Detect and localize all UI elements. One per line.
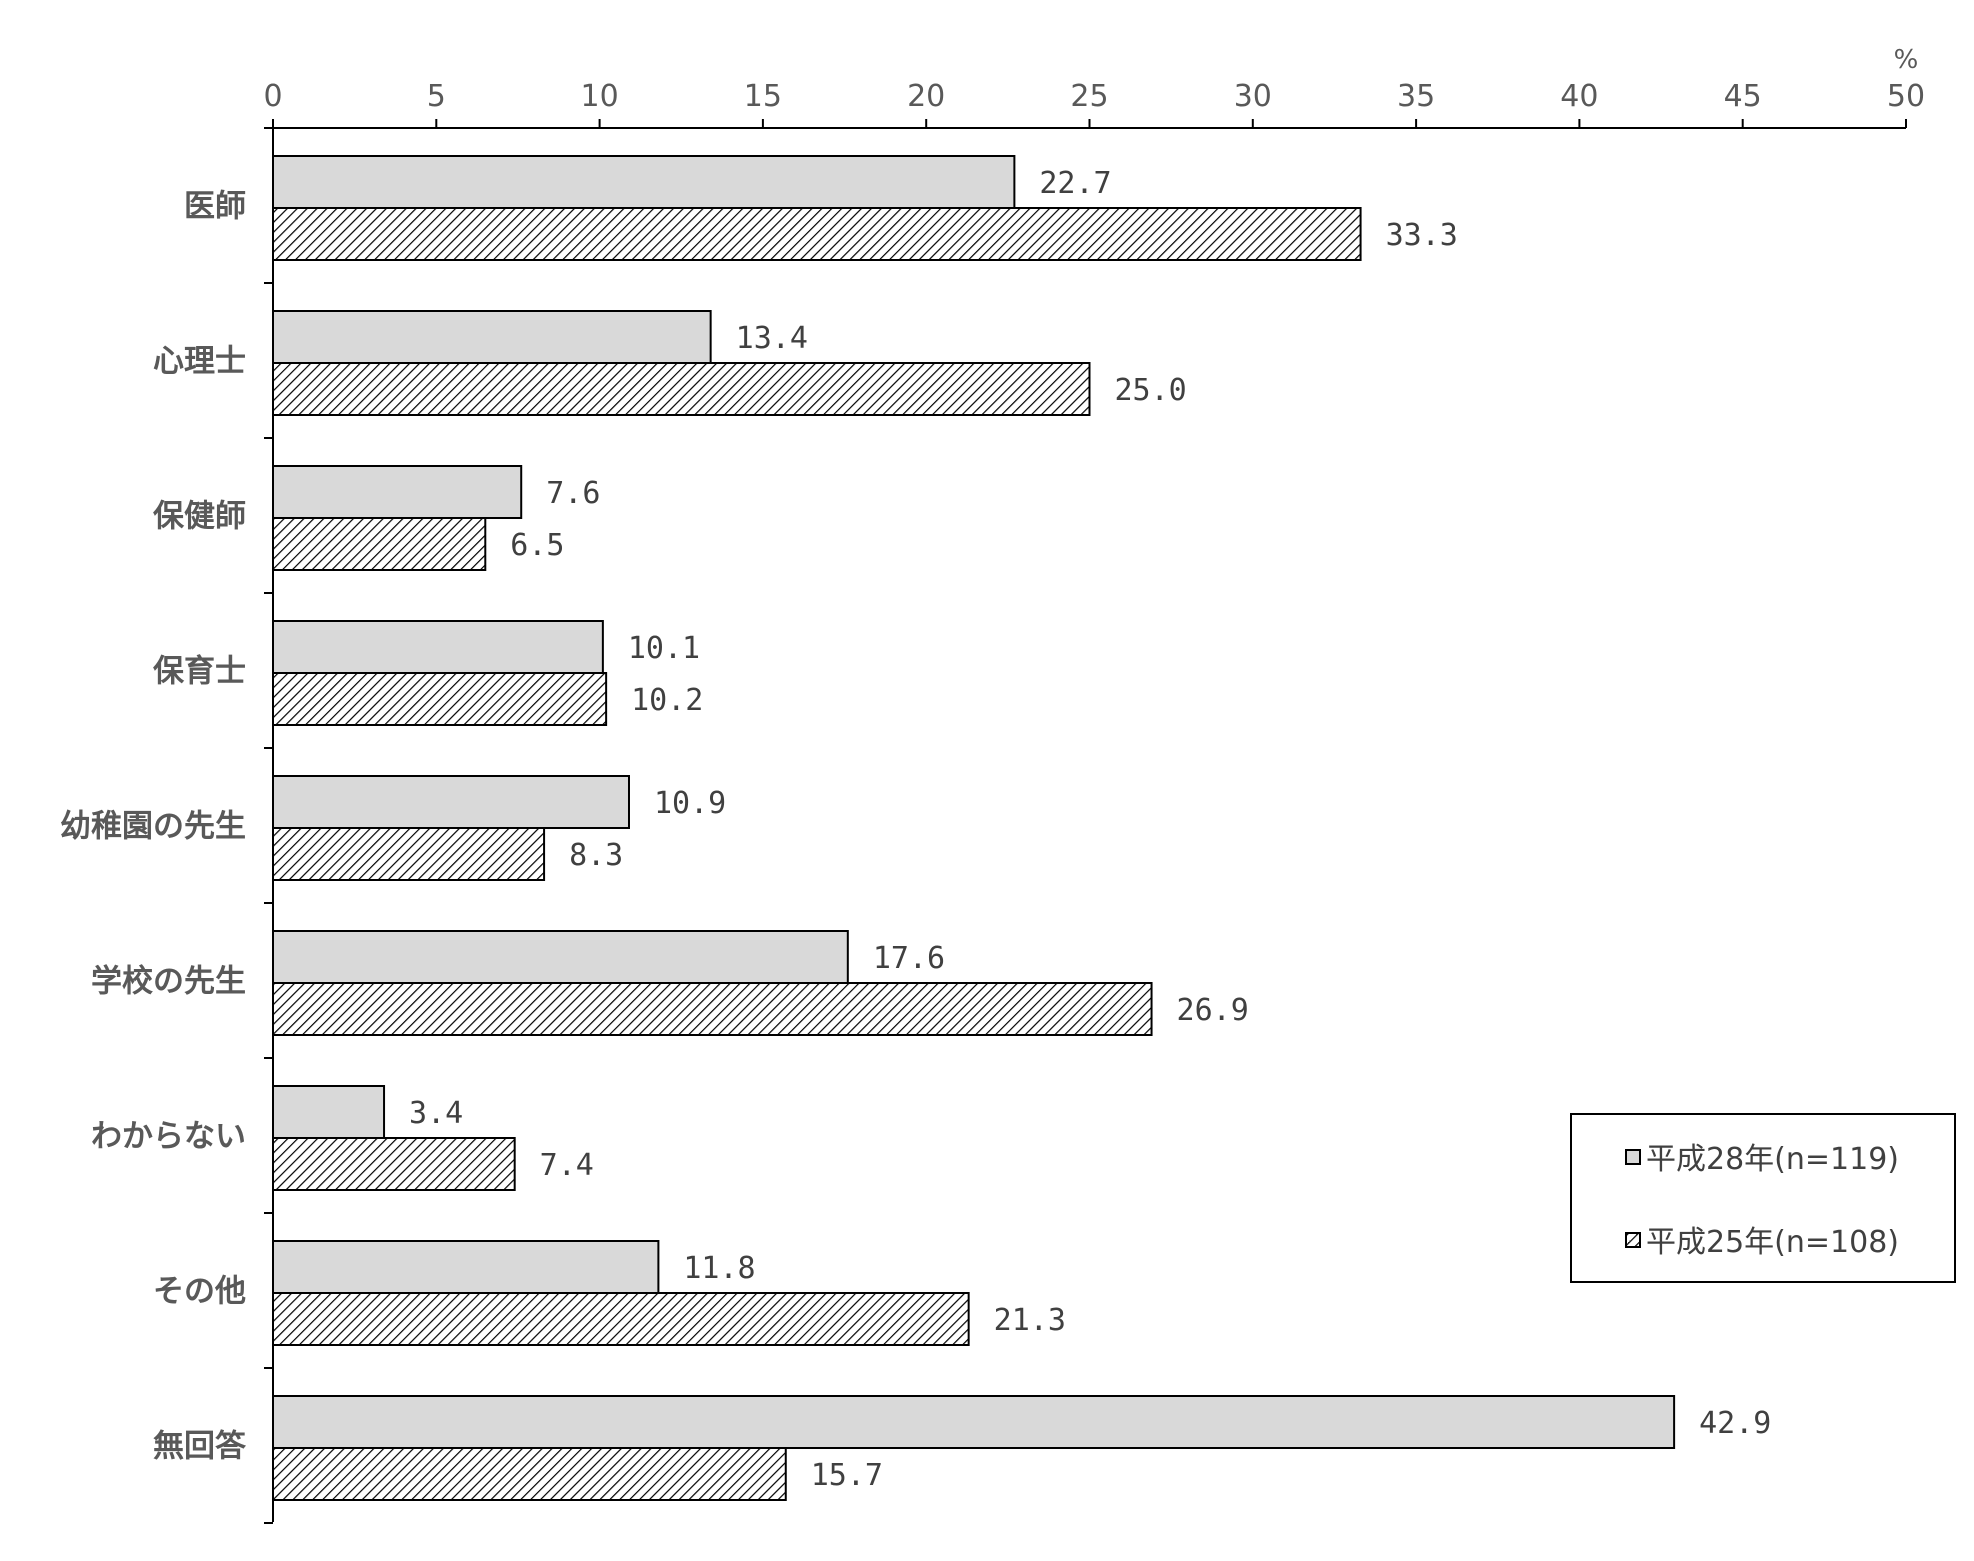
data-label-series-1: 22.7 [1039,166,1111,201]
category-label: 幼稚園の先生 [60,809,246,845]
data-label-series-2: 26.9 [1177,993,1249,1028]
category-label: 保育士 [153,654,246,690]
bar-series-1 [272,620,604,674]
bar-series-2 [272,982,1153,1036]
data-label-series-1: 17.6 [873,941,945,976]
data-label-series-1: 7.6 [546,476,600,511]
legend-swatch-series-2 [1625,1232,1641,1248]
bar-series-2 [272,827,546,881]
x-tick-label: 10 [581,79,619,114]
legend-box [1570,1113,1956,1283]
bar-series-2 [272,517,487,571]
category-label: 医師 [184,189,246,225]
bar-series-2 [272,1137,516,1191]
category-label: 心理士 [153,344,246,380]
x-tick-label: 40 [1560,79,1598,114]
data-label-series-1: 13.4 [736,321,808,356]
bar-series-1 [272,1395,1676,1449]
category-label: 学校の先生 [91,964,246,1000]
legend-label-series-1: 平成28年(n=119) [1646,1142,1899,1177]
x-tick-label: 30 [1234,79,1272,114]
data-label-series-2: 8.3 [569,838,623,873]
x-tick-label: 0 [263,79,282,114]
category-label: 無回答 [153,1429,247,1465]
bar-series-2 [272,207,1362,261]
data-label-series-2: 25.0 [1115,373,1187,408]
bar-series-1 [272,465,523,519]
x-tick-label: 15 [744,79,782,114]
x-tick-label: 5 [427,79,446,114]
x-tick-label: 35 [1397,79,1435,114]
bar-series-1 [272,155,1016,209]
bar-series-2 [272,1292,970,1346]
bar-series-1 [272,775,630,829]
data-label-series-1: 11.8 [683,1251,755,1286]
data-label-series-2: 15.7 [811,1458,883,1493]
bar-series-1 [272,930,849,984]
data-label-series-1: 3.4 [409,1096,463,1131]
data-label-series-1: 10.1 [628,631,700,666]
y-axis [264,127,274,1524]
bar-series-1 [272,1085,386,1139]
x-tick-label: 50 [1887,79,1925,114]
legend: 平成28年(n=119) 平成25年(n=108) [1570,1113,1956,1283]
data-label-series-1: 42.9 [1699,1406,1771,1441]
x-tick-label: 25 [1070,79,1108,114]
data-label-series-2: 6.5 [510,528,564,563]
category-label: 保健師 [153,499,246,535]
data-label-series-2: 10.2 [631,683,703,718]
data-label-series-2: 7.4 [540,1148,594,1183]
bars-group: 22.7 33.3 13.4 25.0 7.6 6.5 10.1 10.2 10.9 8.3 17.… [272,155,1771,1501]
legend-swatch-series-1 [1625,1149,1641,1165]
category-label: その他 [153,1274,246,1310]
data-label-series-1: 10.9 [654,786,726,821]
bar-series-2 [272,362,1091,416]
bar-series-2 [272,672,608,726]
x-tick-label: 45 [1724,79,1762,114]
data-label-series-2: 21.3 [994,1303,1066,1338]
bar-series-1 [272,1240,660,1294]
category-label: わからない [91,1119,246,1155]
x-tick-label: 20 [907,79,945,114]
legend-label-series-2: 平成25年(n=108) [1646,1225,1899,1260]
x-axis-unit-label: % [1894,45,1919,75]
data-label-series-2: 33.3 [1386,218,1458,253]
bar-series-2 [272,1447,787,1501]
bar-series-1 [272,310,712,364]
x-axis: 0 5 10 15 20 25 30 35 40 45 50 [263,79,1925,129]
